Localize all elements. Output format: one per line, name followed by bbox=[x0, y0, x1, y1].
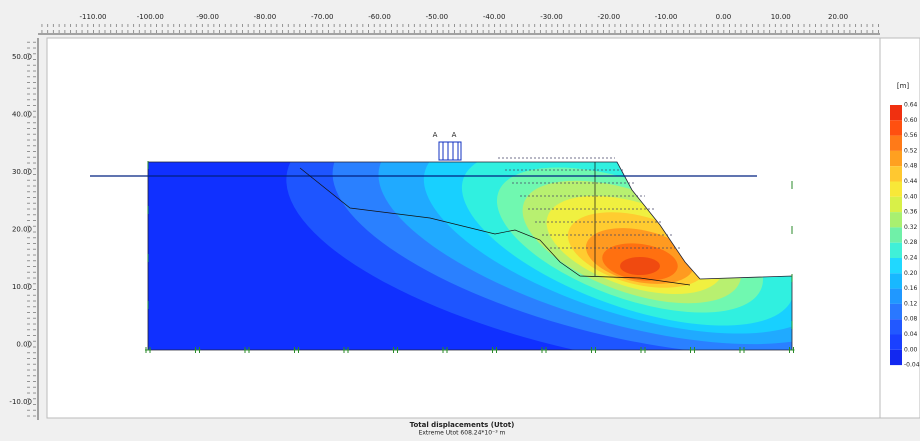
top-ruler-label: -20.00 bbox=[598, 13, 621, 21]
legend-swatch bbox=[890, 105, 902, 121]
legend-label: 0.52 bbox=[904, 147, 918, 154]
legend-swatch bbox=[890, 135, 902, 151]
legend-label: 0.20 bbox=[904, 270, 918, 277]
left-ruler-label: 50.00 bbox=[12, 53, 32, 61]
legend-swatch bbox=[890, 334, 902, 350]
legend-scale bbox=[890, 105, 902, 366]
top-ruler-label: 20.00 bbox=[828, 13, 848, 21]
left-ruler-label: 0.00 bbox=[16, 341, 32, 349]
load-label: A bbox=[433, 131, 438, 139]
slip-line bbox=[299, 167, 691, 286]
legend-swatch bbox=[890, 166, 902, 182]
left-ruler-label: 20.00 bbox=[12, 226, 32, 234]
legend-swatch bbox=[890, 303, 902, 320]
legend-swatch bbox=[890, 288, 902, 304]
top-ruler-label: -70.00 bbox=[311, 13, 334, 21]
top-ruler-label: -110.00 bbox=[79, 13, 106, 21]
footer-subtitle: Extreme Utot 608.24*10⁻³ m bbox=[419, 430, 506, 437]
legend-swatch bbox=[890, 181, 902, 197]
legend-swatch bbox=[890, 349, 902, 366]
legend-unit: [m] bbox=[897, 82, 910, 90]
left-ruler bbox=[26, 38, 38, 420]
legend-label: 0.12 bbox=[904, 300, 918, 307]
legend-label: 0.44 bbox=[904, 178, 918, 185]
legend-label: 0.36 bbox=[904, 209, 918, 216]
legend-label: 0.28 bbox=[904, 239, 918, 246]
legend-label: 0.60 bbox=[904, 117, 918, 124]
legend-swatch bbox=[890, 212, 902, 228]
legend-label: 0.64 bbox=[904, 102, 918, 109]
legend-label: 0.32 bbox=[904, 224, 918, 231]
legend-label: 0.24 bbox=[904, 255, 918, 262]
top-ruler-label: -50.00 bbox=[426, 13, 449, 21]
legend-swatch bbox=[890, 319, 902, 335]
top-ruler bbox=[38, 22, 880, 34]
legend-label: 0.56 bbox=[904, 132, 918, 139]
legend-label: 0.04 bbox=[904, 331, 918, 338]
load-label: A bbox=[452, 131, 457, 139]
left-ruler-label: 40.00 bbox=[12, 111, 32, 119]
legend-label: 0.48 bbox=[904, 163, 918, 170]
legend-swatch bbox=[890, 196, 902, 213]
left-ruler-label: 10.00 bbox=[12, 283, 32, 291]
footer-title: Total displacements (Utot) bbox=[410, 421, 515, 429]
legend-label: 0.00 bbox=[904, 346, 918, 353]
top-ruler-label: 10.00 bbox=[771, 13, 791, 21]
top-ruler-label: -40.00 bbox=[483, 13, 506, 21]
surface-load bbox=[438, 141, 462, 161]
fixities bbox=[145, 161, 795, 353]
legend-label: 0.40 bbox=[904, 193, 918, 200]
legend-swatch bbox=[890, 150, 902, 167]
left-ruler-label: 30.00 bbox=[12, 168, 32, 176]
legend-swatch bbox=[890, 227, 902, 243]
top-ruler-label: -10.00 bbox=[655, 13, 678, 21]
legend-swatch bbox=[890, 258, 902, 274]
legend-swatch bbox=[890, 120, 902, 136]
legend-swatch bbox=[890, 273, 902, 289]
legend-swatch bbox=[890, 242, 902, 258]
top-ruler-label: -90.00 bbox=[196, 13, 219, 21]
legend-label: 0.16 bbox=[904, 285, 918, 292]
top-ruler-label: -100.00 bbox=[137, 13, 164, 21]
left-ruler-label: -10.00 bbox=[9, 398, 32, 406]
legend-label: -0.04 bbox=[904, 362, 920, 369]
top-ruler-label: -60.00 bbox=[368, 13, 391, 21]
top-ruler-label: -80.00 bbox=[254, 13, 277, 21]
top-ruler-label: -30.00 bbox=[540, 13, 563, 21]
legend-label: 0.08 bbox=[904, 316, 918, 323]
top-ruler-label: 0.00 bbox=[716, 13, 732, 21]
anchors bbox=[498, 157, 680, 249]
